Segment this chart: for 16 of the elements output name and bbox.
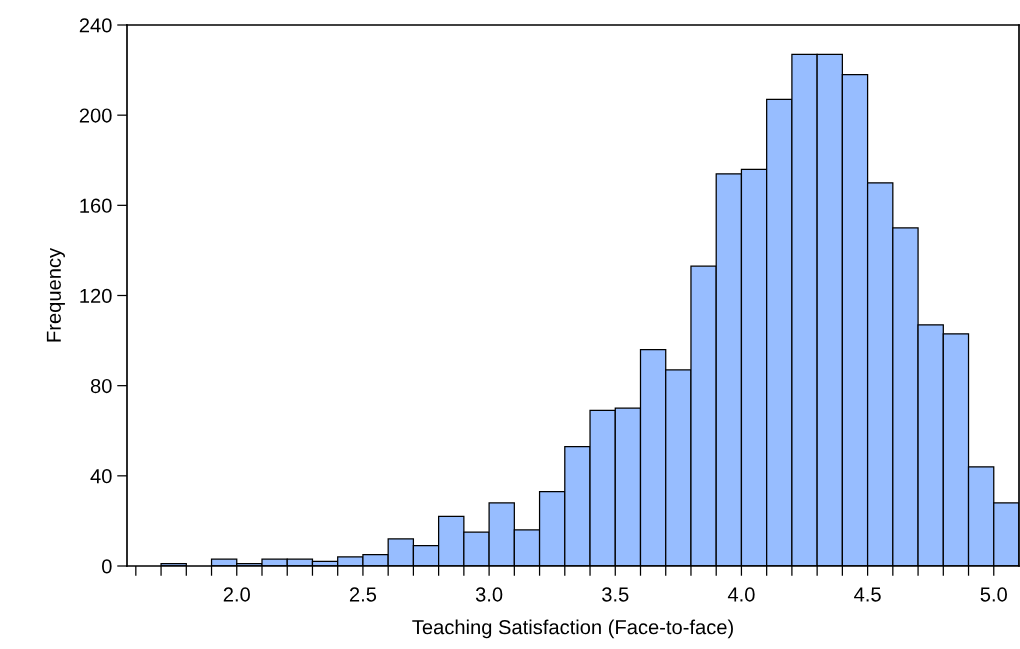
x-tick-label: 4.5 [854,587,881,602]
x-tick-label: 2.0 [223,587,250,602]
x-tick-label: 4.0 [727,587,755,602]
x-tick-label: 3.0 [475,587,503,602]
y-tick-label: 200 [79,108,112,123]
x-tick-label: 3.5 [602,587,629,602]
x-axis-title: Teaching Satisfaction (Face-to-face) [412,619,733,639]
y-tick-label: 40 [90,469,112,484]
y-tick-label: 80 [90,378,112,394]
y-tick-label: 160 [80,198,112,213]
y-tick-label: 240 [79,18,112,33]
x-tick-label: 2.5 [349,587,377,602]
x-tick-label: 5.0 [980,587,1007,602]
y-tick-label: 120 [80,288,112,303]
y-tick-label: 0 [102,559,112,574]
y-axis-title: Frequency [46,247,65,342]
